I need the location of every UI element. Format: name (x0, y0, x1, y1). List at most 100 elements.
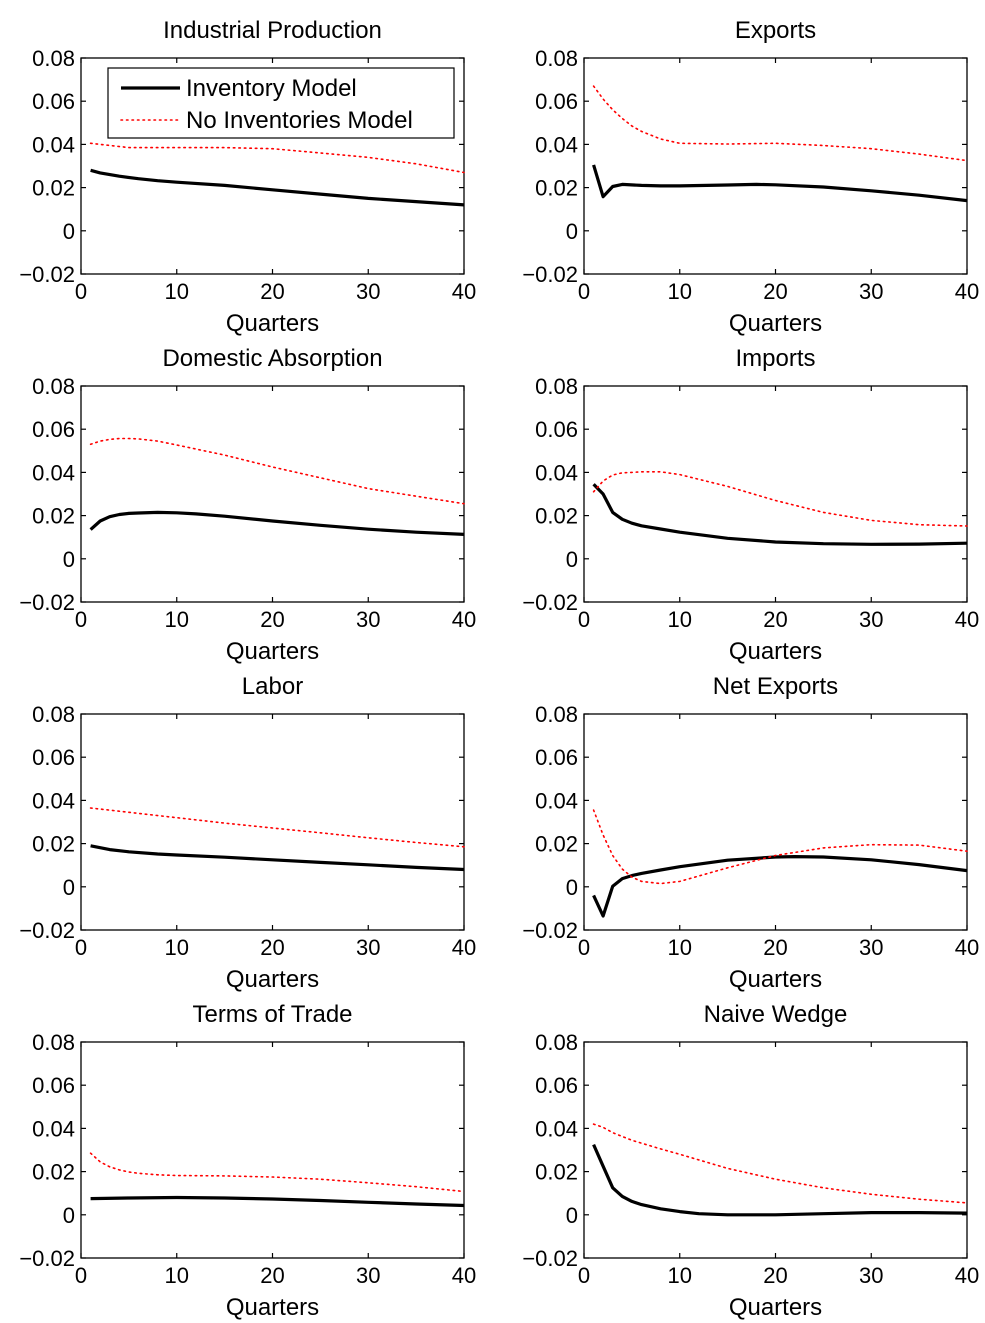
x-tick-label: 20 (763, 607, 787, 632)
x-tick-label: 0 (75, 935, 87, 960)
x-tick-label: 10 (165, 935, 189, 960)
y-tick-label: −0.02 (19, 918, 75, 943)
x-tick-label: 40 (452, 279, 476, 304)
x-tick-label: 20 (763, 935, 787, 960)
y-tick-label: 0.06 (32, 745, 75, 770)
x-tick-label: 20 (260, 279, 284, 304)
series-line-inventory-model (90, 844, 465, 872)
series-line-inventory-model (592, 854, 968, 918)
subplot-title: Terms of Trade (192, 1001, 352, 1028)
y-tick-label: 0.06 (32, 89, 75, 114)
y-tick-label: −0.02 (19, 1246, 75, 1271)
y-tick-label: 0.02 (32, 832, 75, 857)
y-tick-label: 0.04 (32, 788, 75, 813)
series-line-inventory-model (592, 1143, 968, 1217)
x-tick-label: 10 (668, 279, 692, 304)
y-tick-label: −0.02 (522, 1246, 578, 1271)
x-tick-label: 0 (578, 935, 590, 960)
subplot-title: Net Exports (713, 673, 838, 700)
x-tick-label: 30 (356, 607, 380, 632)
y-tick-label: 0.06 (32, 1073, 75, 1098)
x-tick-label: 40 (452, 607, 476, 632)
subplot-title: Domestic Absorption (162, 345, 382, 372)
x-tick-label: 40 (955, 279, 979, 304)
legend-box (107, 67, 455, 139)
x-axis-label: Quarters (729, 310, 822, 337)
y-tick-label: 0.08 (535, 46, 578, 71)
series-line-inventory-model (89, 510, 465, 536)
series-line-no-inventories-model (89, 142, 465, 174)
axes-box (583, 57, 968, 275)
x-axis-label: Quarters (226, 966, 319, 993)
y-tick-label: 0.02 (32, 176, 75, 201)
y-tick-label: 0 (63, 547, 75, 572)
y-tick-label: 0.02 (535, 1160, 578, 1185)
y-tick-label: 0.06 (535, 89, 578, 114)
y-tick-label: 0.06 (535, 1073, 578, 1098)
y-tick-label: −0.02 (522, 918, 578, 943)
x-tick-label: 0 (75, 279, 87, 304)
x-axis-label: Quarters (226, 310, 319, 337)
x-tick-label: 10 (165, 1263, 189, 1288)
y-tick-label: 0 (566, 875, 578, 900)
y-tick-label: 0 (63, 1203, 75, 1228)
y-tick-label: 0.06 (535, 745, 578, 770)
x-tick-label: 30 (859, 935, 883, 960)
x-tick-label: 20 (260, 607, 284, 632)
y-tick-label: 0 (566, 547, 578, 572)
subplot-title: Imports (735, 345, 815, 372)
x-tick-label: 10 (668, 607, 692, 632)
y-tick-label: 0.06 (535, 417, 578, 442)
x-axis-label: Quarters (226, 638, 319, 665)
x-tick-label: 40 (955, 1263, 979, 1288)
x-tick-label: 30 (859, 279, 883, 304)
y-tick-label: 0.08 (32, 702, 75, 727)
series-line-no-inventories-model (89, 437, 465, 505)
x-tick-label: 20 (260, 935, 284, 960)
y-tick-label: −0.02 (19, 262, 75, 287)
y-tick-label: 0 (63, 875, 75, 900)
y-tick-label: −0.02 (19, 590, 75, 615)
x-tick-label: 10 (165, 279, 189, 304)
y-tick-label: 0.04 (535, 132, 578, 157)
y-tick-label: 0.08 (32, 46, 75, 71)
x-axis-label: Quarters (729, 1294, 822, 1321)
x-tick-label: 10 (165, 607, 189, 632)
series-line-no-inventories-model (89, 1152, 465, 1193)
axes-box (80, 1041, 465, 1259)
y-tick-label: 0 (566, 1203, 578, 1228)
y-tick-label: 0.04 (535, 788, 578, 813)
y-tick-label: 0 (63, 219, 75, 244)
y-tick-label: 0.08 (535, 702, 578, 727)
legend: Inventory Model No Inventories Model (107, 67, 455, 139)
y-tick-label: 0.06 (32, 417, 75, 442)
y-tick-label: 0.04 (32, 132, 75, 157)
subplot-title: Industrial Production (163, 17, 382, 44)
x-tick-label: 30 (356, 279, 380, 304)
axes-box (80, 385, 465, 603)
y-tick-label: 0.08 (535, 374, 578, 399)
subplot-title: Exports (735, 17, 816, 44)
series-line-inventory-model (90, 168, 465, 207)
series-line-no-inventories-model (592, 470, 968, 527)
x-tick-label: 30 (859, 1263, 883, 1288)
axes-box (583, 385, 968, 603)
y-tick-label: 0.02 (32, 1160, 75, 1185)
y-tick-label: 0.02 (535, 832, 578, 857)
x-tick-label: 30 (859, 607, 883, 632)
series-line-inventory-model (592, 483, 968, 546)
axes-box (583, 713, 968, 931)
x-tick-label: 20 (260, 1263, 284, 1288)
x-tick-label: 10 (668, 1263, 692, 1288)
x-tick-label: 0 (75, 1263, 87, 1288)
x-tick-label: 40 (452, 1263, 476, 1288)
axes-box (583, 1041, 968, 1259)
legend-label: No Inventories Model (186, 107, 413, 134)
series-line-no-inventories-model (592, 1123, 968, 1204)
series-line-inventory-model (592, 164, 968, 203)
subplot-title: Labor (242, 673, 303, 700)
y-tick-label: 0.02 (32, 504, 75, 529)
